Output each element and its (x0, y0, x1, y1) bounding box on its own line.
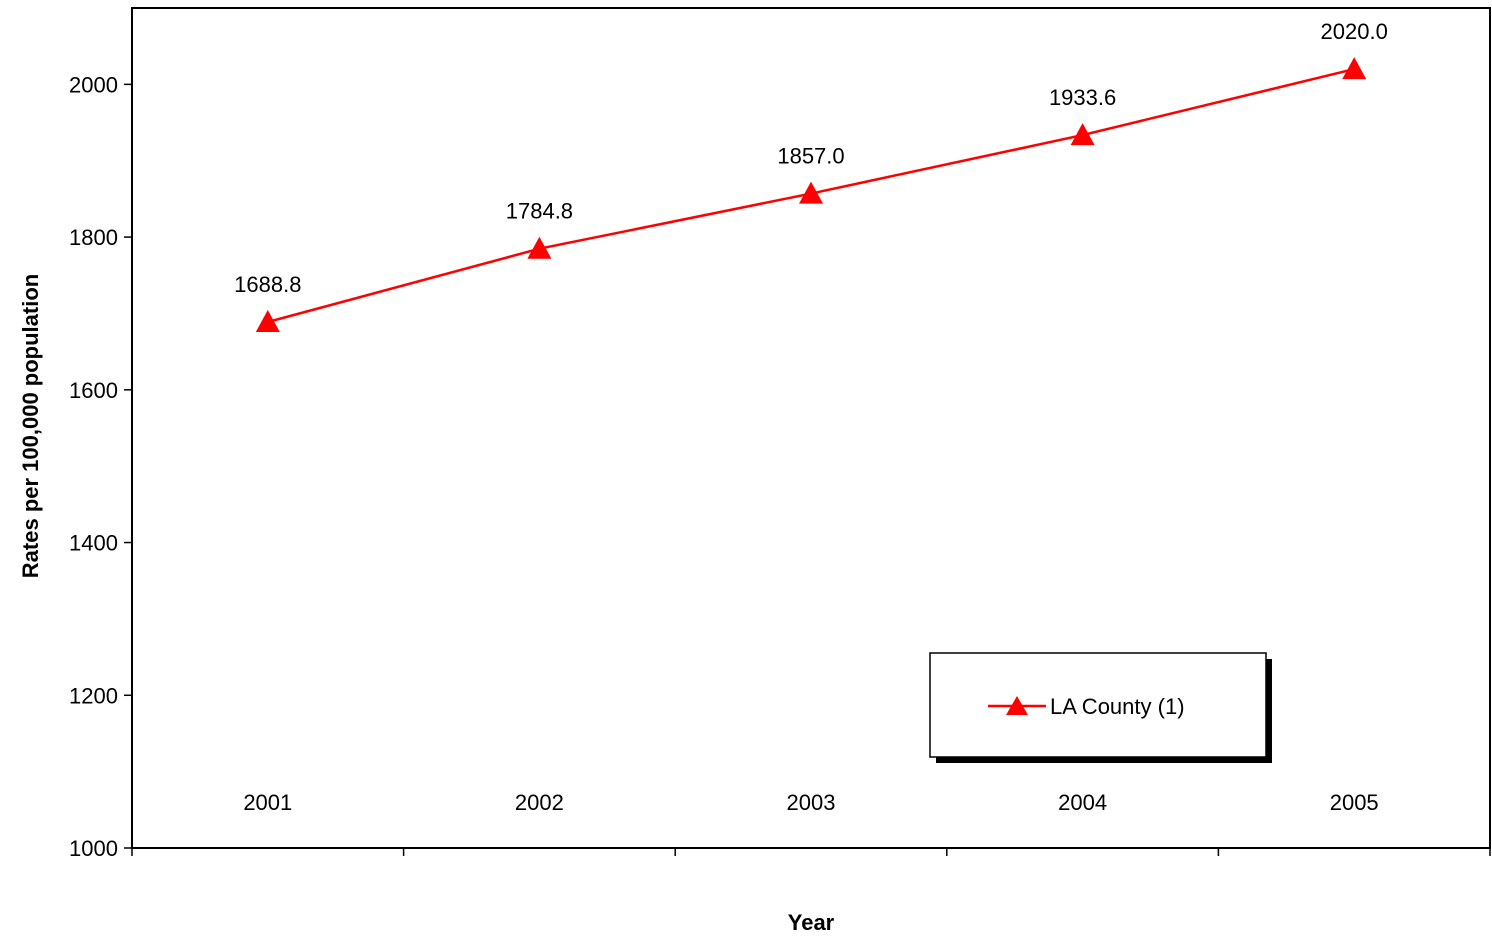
data-label: 1933.6 (1049, 85, 1116, 110)
legend-box (929, 652, 1267, 758)
y-axis: 1000 1200 1400 1600 1800 2000 (69, 72, 132, 861)
y-tick-label: 1800 (69, 225, 118, 250)
data-point-marker (1342, 57, 1367, 80)
y-tick-label: 1400 (69, 531, 118, 556)
legend: LA County (1) (929, 652, 1272, 763)
x-tick-label: 2001 (243, 790, 292, 815)
data-label: 1857.0 (777, 144, 844, 169)
x-tick-label: 2003 (787, 790, 836, 815)
data-label-layer: 1688.8 1784.8 1857.0 1933.6 2020.0 (234, 19, 1388, 297)
plot-frame (131, 7, 1491, 849)
x-tick-label: 2002 (515, 790, 564, 815)
series-layer (255, 57, 1367, 333)
data-point-marker (255, 310, 280, 333)
data-point-marker (527, 236, 552, 259)
y-tick-label: 1200 (69, 683, 118, 708)
data-point-marker (799, 181, 823, 204)
y-tick-label: 1600 (69, 378, 118, 403)
data-label: 1688.8 (234, 272, 301, 297)
y-tick-label: 1000 (69, 836, 118, 861)
x-tick-label: 2004 (1058, 790, 1107, 815)
y-axis-title: Rates per 100,000 population (18, 274, 43, 578)
x-axis-title: Year (788, 910, 835, 935)
x-tick-label: 2005 (1330, 790, 1379, 815)
data-point-marker (1070, 123, 1095, 146)
x-axis: 2001 2002 2003 2004 2005 (131, 790, 1491, 856)
y-tick-label: 2000 (69, 72, 118, 97)
legend-label: LA County (1) (1050, 694, 1185, 719)
data-label: 2020.0 (1321, 19, 1388, 44)
legend-triangle-marker (1006, 696, 1028, 715)
data-label: 1784.8 (506, 199, 573, 224)
plot-area (131, 7, 1491, 849)
